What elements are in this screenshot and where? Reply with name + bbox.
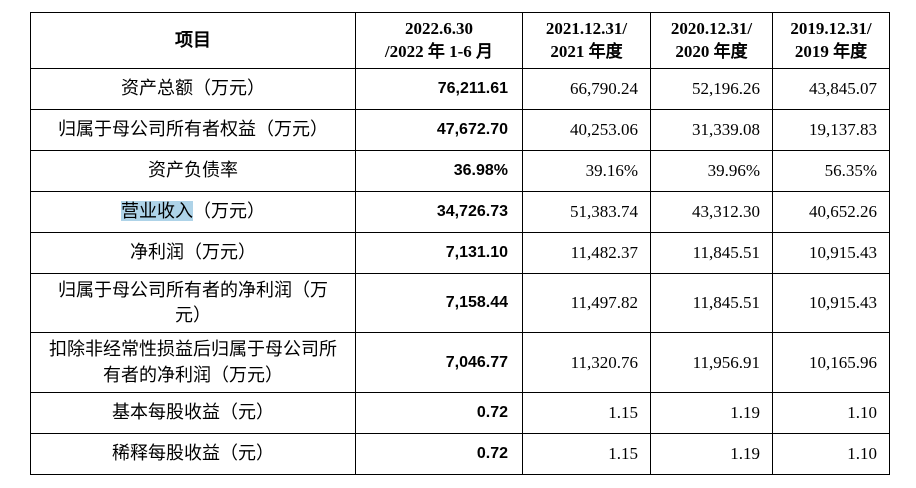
cell-2020: 39.96% bbox=[650, 150, 773, 192]
header-period-2021: 2021.12.31/ 2021 年度 bbox=[522, 12, 651, 69]
selected-text-operating-revenue: 营业收入 bbox=[121, 201, 193, 222]
cell-2022: 7,046.77 bbox=[355, 332, 523, 393]
header-period-2022-line1: 2022.6.30 bbox=[405, 18, 473, 38]
row-item-label-rest: （万元） bbox=[193, 201, 265, 222]
cell-2019: 10,915.43 bbox=[772, 272, 890, 334]
header-period-2019-line2: 2019 年度 bbox=[794, 41, 868, 61]
header-period-2021-line1: 2021.12.31/ bbox=[545, 18, 628, 38]
table-row-parent-equity: 归属于母公司所有者权益（万元） 47,672.70 40,253.06 31,3… bbox=[30, 109, 890, 151]
cell-2019: 19,137.83 bbox=[772, 109, 890, 151]
header-item-label: 项目 bbox=[30, 12, 356, 69]
cell-2020: 11,956.91 bbox=[650, 332, 773, 393]
table-row-parent-net-profit: 归属于母公司所有者的净利润（万元） 7,158.44 11,497.82 11,… bbox=[30, 272, 890, 334]
cell-2022: 7,131.10 bbox=[355, 232, 523, 274]
cell-2021: 66,790.24 bbox=[522, 68, 651, 110]
cell-2022: 36.98% bbox=[355, 150, 523, 192]
row-item-label: 归属于母公司所有者权益（万元） bbox=[30, 109, 356, 151]
cell-2019: 56.35% bbox=[772, 150, 890, 192]
table-row-parent-net-profit-ex-nonrecurring: 扣除非经常性损益后归属于母公司所有者的净利润（万元） 7,046.77 11,3… bbox=[30, 332, 890, 393]
table-row-debt-ratio: 资产负债率 36.98% 39.16% 39.96% 56.35% bbox=[30, 150, 890, 192]
table-row-net-profit: 净利润（万元） 7,131.10 11,482.37 11,845.51 10,… bbox=[30, 232, 890, 274]
header-period-2020-line1: 2020.12.31/ bbox=[670, 18, 753, 38]
table-row-diluted-eps: 稀释每股收益（元） 0.72 1.15 1.19 1.10 bbox=[30, 432, 890, 475]
header-period-2020: 2020.12.31/ 2020 年度 bbox=[650, 12, 773, 69]
row-item-label: 净利润（万元） bbox=[30, 232, 356, 274]
cell-2021: 11,497.82 bbox=[522, 272, 651, 334]
row-item-label: 归属于母公司所有者的净利润（万元） bbox=[30, 272, 356, 334]
cell-2021: 1.15 bbox=[522, 391, 651, 434]
cell-2020: 11,845.51 bbox=[650, 232, 773, 274]
cell-2022: 47,672.70 bbox=[355, 109, 523, 151]
row-item-label: 扣除非经常性损益后归属于母公司所有者的净利润（万元） bbox=[30, 332, 356, 393]
cell-2019: 10,165.96 bbox=[772, 332, 890, 393]
cell-2021: 11,482.37 bbox=[522, 232, 651, 274]
cell-2022: 34,726.73 bbox=[355, 191, 523, 233]
cell-2020: 11,845.51 bbox=[650, 272, 773, 334]
cell-2019: 40,652.26 bbox=[772, 191, 890, 233]
row-item-label: 稀释每股收益（元） bbox=[30, 432, 356, 475]
cell-2022: 0.72 bbox=[355, 432, 523, 475]
table-row-basic-eps: 基本每股收益（元） 0.72 1.15 1.19 1.10 bbox=[30, 391, 890, 434]
row-item-label: 资产总额（万元） bbox=[30, 68, 356, 110]
cell-2019: 10,915.43 bbox=[772, 232, 890, 274]
row-item-label: 营业收入（万元） bbox=[30, 191, 356, 233]
cell-2019: 1.10 bbox=[772, 391, 890, 434]
header-period-2019: 2019.12.31/ 2019 年度 bbox=[772, 12, 890, 69]
header-period-2021-line2: 2021 年度 bbox=[550, 41, 623, 61]
cell-2020: 1.19 bbox=[650, 432, 773, 475]
cell-2021: 51,383.74 bbox=[522, 191, 651, 233]
header-row: 项目 2022.6.30 /2022 年 1-6 月 2021.12.31/ 2… bbox=[30, 12, 890, 69]
cell-2019: 1.10 bbox=[772, 432, 890, 475]
cell-2021: 1.15 bbox=[522, 432, 651, 475]
cell-2020: 52,196.26 bbox=[650, 68, 773, 110]
cell-2020: 31,339.08 bbox=[650, 109, 773, 151]
financial-summary-table: 项目 2022.6.30 /2022 年 1-6 月 2021.12.31/ 2… bbox=[30, 12, 890, 475]
row-item-label: 资产负债率 bbox=[30, 150, 356, 192]
table-row-total-assets: 资产总额（万元） 76,211.61 66,790.24 52,196.26 4… bbox=[30, 68, 890, 110]
header-period-2022-line2: /2022 年 1-6 月 bbox=[384, 41, 494, 61]
cell-2020: 1.19 bbox=[650, 391, 773, 434]
header-period-2019-line1: 2019.12.31/ bbox=[790, 18, 872, 38]
cell-2021: 40,253.06 bbox=[522, 109, 651, 151]
header-period-2020-line2: 2020 年度 bbox=[675, 41, 748, 61]
cell-2022: 7,158.44 bbox=[355, 272, 523, 334]
cell-2019: 43,845.07 bbox=[772, 68, 890, 110]
cell-2021: 39.16% bbox=[522, 150, 651, 192]
cell-2021: 11,320.76 bbox=[522, 332, 651, 393]
cell-2020: 43,312.30 bbox=[650, 191, 773, 233]
cell-2022: 0.72 bbox=[355, 391, 523, 434]
cell-2022: 76,211.61 bbox=[355, 68, 523, 110]
row-item-label: 基本每股收益（元） bbox=[30, 391, 356, 434]
header-period-2022: 2022.6.30 /2022 年 1-6 月 bbox=[355, 12, 523, 69]
table-row-operating-revenue: 营业收入（万元） 34,726.73 51,383.74 43,312.30 4… bbox=[30, 191, 890, 233]
